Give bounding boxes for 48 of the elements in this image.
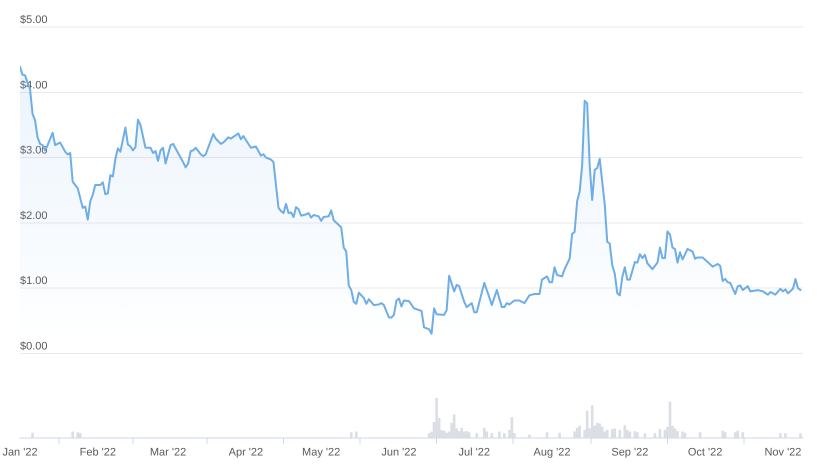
bar	[668, 402, 672, 438]
bar	[576, 428, 578, 438]
x-tick-label: Oct '22	[688, 446, 722, 458]
bar	[654, 433, 656, 438]
bar	[590, 405, 594, 438]
bar	[498, 432, 501, 438]
x-tick-label: Nov '22	[764, 446, 802, 458]
bar	[435, 398, 438, 438]
bar	[510, 417, 514, 438]
bar	[779, 433, 782, 438]
x-tick-label: Jan '22	[2, 446, 38, 458]
bar	[644, 433, 646, 438]
x-tick-label: Jul '22	[458, 446, 490, 458]
y-tick-label: $2.00	[20, 210, 48, 222]
bar	[485, 432, 488, 438]
x-tick-label: Aug '22	[534, 446, 571, 458]
bar	[676, 431, 679, 438]
x-tick-label: Sep '22	[611, 446, 648, 458]
bar	[578, 426, 581, 438]
bar	[452, 414, 456, 438]
bar	[573, 432, 576, 438]
bar	[684, 432, 686, 438]
y-tick-label: $5.00	[20, 14, 48, 26]
y-tick-label: $1.00	[20, 275, 48, 288]
x-tick-label: Mar '22	[150, 446, 186, 458]
bar	[482, 428, 486, 438]
bar	[628, 432, 632, 438]
bar	[721, 430, 724, 438]
bar	[784, 433, 787, 438]
bar	[528, 434, 531, 438]
x-tick-label: May '22	[302, 446, 340, 458]
bar	[634, 431, 636, 438]
bar	[681, 432, 684, 438]
bar	[600, 426, 604, 438]
bar	[503, 433, 506, 438]
y-tick-label: $0.00	[20, 340, 48, 352]
bar	[78, 433, 82, 438]
bar	[475, 433, 478, 438]
bar	[799, 433, 802, 438]
bar	[674, 428, 676, 438]
x-tick-label: Apr '22	[228, 446, 264, 458]
bar	[546, 432, 548, 438]
bar	[428, 433, 430, 438]
bar	[31, 432, 34, 438]
x-tick-label: Feb '22	[80, 446, 116, 458]
x-tick-label: Jun '22	[381, 446, 417, 458]
bar	[658, 429, 662, 438]
bar	[558, 432, 561, 438]
